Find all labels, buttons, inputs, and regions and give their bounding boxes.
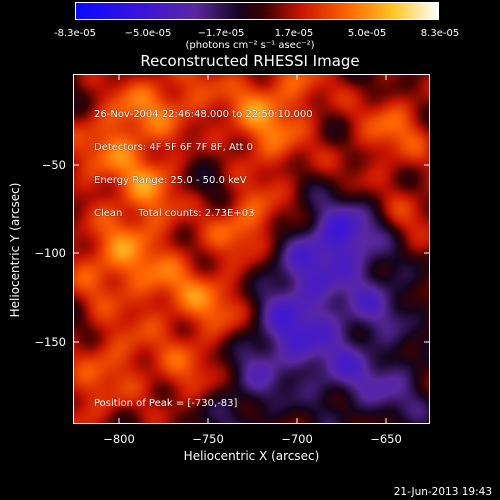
y-tick-marks: [73, 164, 430, 343]
observation-info: 26-Nov-2004 22:46:48.000 to 22:50:10.000…: [94, 87, 313, 230]
detectors: Detectors: 4F 5F 6F 7F 8F, Att 0: [94, 142, 254, 153]
colorbar-units: (photons cm⁻² s⁻¹ asec⁻²): [185, 40, 315, 51]
colorbar-tick: −5.0e-05: [124, 28, 172, 39]
time-range: 26-Nov-2004 22:46:48.000 to 22:50:10.000: [94, 109, 313, 120]
colorbar-tick: 8.3e-05: [420, 28, 460, 39]
colorbar-tick: -8.3e-05: [54, 28, 96, 39]
y-tick-label: −50: [41, 158, 66, 172]
energy-range: Energy Range: 25.0 - 50.0 keV: [94, 175, 247, 186]
peak-position: Position of Peak = [-730,-83]: [94, 398, 238, 409]
colorbar-tick: −1.7e-05: [197, 28, 245, 39]
x-axis-label: Heliocentric X (arcsec): [183, 449, 320, 463]
plot-title: Reconstructed RHESSI Image: [140, 52, 360, 70]
x-tick-label: −750: [192, 432, 224, 446]
plot-frame: [73, 74, 430, 424]
x-tick-label: −650: [370, 432, 402, 446]
x-tick-marks: [118, 74, 387, 424]
algorithm-counts: Clean Total counts: 2.73E+03: [94, 208, 255, 219]
color-bar: [75, 2, 439, 20]
colorbar-tick: 5.0e-05: [347, 28, 387, 39]
y-axis-label: Heliocentric Y (arcsec): [8, 182, 22, 318]
rhessi-image: [74, 75, 429, 423]
y-tick-label: −100: [34, 246, 66, 260]
x-tick-label: −700: [281, 432, 313, 446]
colorbar-tick: 1.7e-05: [274, 28, 314, 39]
y-tick-label: −150: [34, 335, 66, 349]
timestamp: 21-Jun-2013 19:43: [393, 486, 492, 498]
x-tick-label: −800: [103, 432, 135, 446]
